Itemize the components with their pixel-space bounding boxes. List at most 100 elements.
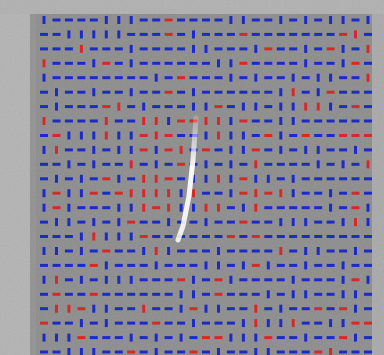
blue-dash-marker <box>104 319 108 328</box>
blue-dash-marker <box>139 61 148 65</box>
blue-dash-marker <box>289 134 298 137</box>
red-dash-marker <box>264 336 273 340</box>
blue-dash-marker <box>64 18 73 22</box>
blue-dash-marker <box>42 203 46 212</box>
blue-dash-marker <box>64 263 73 267</box>
blue-dash-marker <box>164 263 173 267</box>
red-dash-marker <box>164 177 173 181</box>
red-dash-marker <box>204 117 208 125</box>
blue-dash-marker <box>177 61 186 65</box>
blue-dash-marker <box>104 30 108 39</box>
red-dash-marker <box>142 203 146 212</box>
blue-dash-marker <box>226 292 235 296</box>
blue-dash-marker <box>364 177 372 181</box>
blue-dash-marker <box>164 321 173 325</box>
blue-dash-marker <box>326 292 335 296</box>
red-dash-marker <box>154 247 158 255</box>
red-dash-marker <box>142 304 146 313</box>
blue-dash-marker <box>129 203 133 212</box>
red-dash-marker <box>177 162 186 166</box>
blue-dash-marker <box>177 18 186 22</box>
red-dash-marker <box>226 235 235 238</box>
blue-dash-marker <box>279 304 283 313</box>
blue-dash-marker <box>64 119 73 123</box>
blue-dash-marker <box>326 119 335 123</box>
blue-dash-marker <box>189 336 198 340</box>
blue-dash-marker <box>114 47 123 51</box>
blue-dash-marker <box>329 73 333 82</box>
blue-dash-marker <box>77 76 86 80</box>
red-dash-marker <box>354 218 357 227</box>
blue-dash-marker <box>314 61 323 65</box>
blue-dash-marker <box>264 90 273 94</box>
blue-dash-marker <box>239 278 248 282</box>
blue-dash-marker <box>351 18 360 22</box>
blue-dash-marker <box>42 145 46 154</box>
blue-dash-marker <box>202 292 210 296</box>
red-dash-marker <box>104 131 108 140</box>
blue-dash-marker <box>364 119 372 123</box>
blue-dash-marker <box>154 348 158 355</box>
blue-dash-marker <box>314 18 323 22</box>
blue-dash-marker <box>92 59 96 68</box>
blue-dash-marker <box>192 44 195 53</box>
blue-dash-marker <box>326 249 335 253</box>
red-dash-marker <box>204 203 208 212</box>
blue-dash-marker <box>192 203 195 212</box>
blue-dash-marker <box>341 218 345 227</box>
blue-dash-marker <box>301 90 310 94</box>
blue-dash-marker <box>251 32 260 36</box>
red-dash-marker <box>179 145 183 154</box>
blue-dash-marker <box>77 292 86 296</box>
blue-dash-marker <box>142 102 146 111</box>
blue-dash-marker <box>77 162 86 166</box>
red-dash-marker <box>239 177 248 181</box>
blue-dash-marker <box>341 290 345 299</box>
blue-dash-marker <box>254 348 258 355</box>
blue-dash-marker <box>351 47 360 51</box>
blue-dash-marker <box>289 336 298 340</box>
blue-dash-marker <box>226 321 235 325</box>
blue-dash-marker <box>92 160 96 169</box>
blue-dash-marker <box>67 203 71 212</box>
blue-dash-marker <box>229 59 233 68</box>
blue-dash-marker <box>40 292 48 296</box>
red-dash-marker <box>102 61 111 65</box>
blue-dash-marker <box>42 16 46 24</box>
red-dash-marker <box>326 47 335 51</box>
red-dash-marker <box>351 105 360 109</box>
red-dash-marker <box>251 148 260 152</box>
blue-dash-marker <box>104 232 108 241</box>
blue-dash-marker <box>104 261 108 270</box>
blue-dash-marker <box>167 117 171 125</box>
blue-dash-marker <box>279 131 283 140</box>
blue-dash-marker <box>117 16 121 24</box>
blue-dash-marker <box>114 263 123 267</box>
blue-dash-marker <box>289 61 298 65</box>
blue-dash-marker <box>77 220 86 224</box>
blue-dash-marker <box>289 249 298 253</box>
red-dash-marker <box>52 134 61 137</box>
blue-dash-marker <box>202 350 210 354</box>
blue-dash-marker <box>279 16 283 24</box>
blue-dash-marker <box>152 47 161 51</box>
blue-dash-marker <box>264 235 273 238</box>
red-dash-marker <box>214 336 223 340</box>
red-dash-marker <box>104 117 108 125</box>
blue-dash-marker <box>79 275 83 284</box>
red-dash-marker <box>316 102 320 111</box>
blue-dash-marker <box>239 90 248 94</box>
red-dash-marker <box>189 307 198 311</box>
blue-dash-marker <box>304 261 308 270</box>
blue-dash-marker <box>314 220 323 224</box>
blue-dash-marker <box>189 220 198 224</box>
red-dash-marker <box>52 206 61 210</box>
blue-dash-marker <box>114 76 123 80</box>
blue-dash-marker <box>214 76 223 80</box>
blue-dash-marker <box>214 235 223 238</box>
blue-dash-marker <box>177 177 186 181</box>
blue-dash-marker <box>214 90 223 94</box>
blue-dash-marker <box>102 336 111 340</box>
red-dash-marker <box>102 249 111 253</box>
